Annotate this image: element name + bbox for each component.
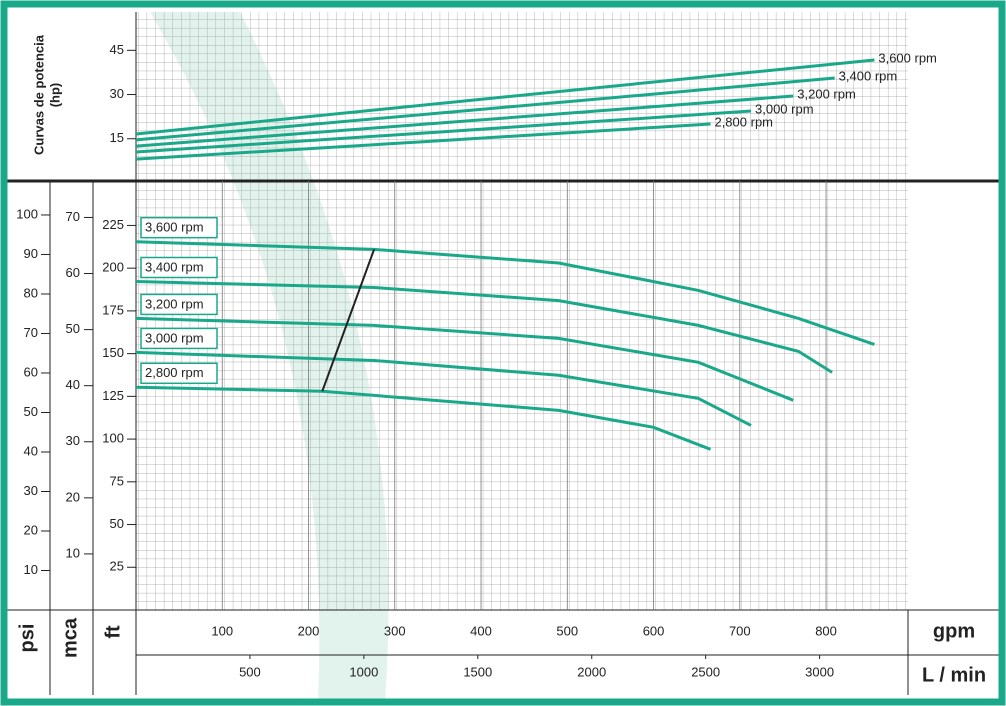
series-label: 3,200 rpm [797, 86, 856, 101]
series-label-box [140, 216, 218, 239]
y-tick-label: 90 [24, 246, 38, 261]
y-tick-label: 30 [66, 433, 80, 448]
x-tick-label: 500 [556, 623, 578, 638]
y-tick-label: 20 [66, 489, 80, 504]
y-tick-label: 50 [24, 404, 38, 419]
axis-label: psi [16, 624, 38, 653]
line [135, 240, 875, 346]
x2-tick-label: 1000 [349, 664, 378, 679]
power-title: (hp) [47, 83, 62, 108]
series-label-box [140, 327, 218, 350]
x2-tick-label: 2500 [691, 664, 720, 679]
x2-tick-label: 1500 [463, 664, 492, 679]
y-tick-label: 50 [110, 516, 124, 531]
series-label: 3,600 rpm [878, 50, 937, 65]
axis-label: mca [59, 617, 81, 658]
y-tick-label: 40 [66, 377, 80, 392]
x-tick-label: 200 [298, 623, 320, 638]
x-tick-label: 800 [815, 623, 837, 638]
bep-line [321, 249, 376, 392]
line [135, 109, 752, 154]
y-tick-label: 45 [110, 42, 124, 57]
y-tick-label: 15 [110, 130, 124, 145]
x2-tick-label: 3000 [805, 664, 834, 679]
y-tick-label: 70 [66, 209, 80, 224]
y-tick-label: 20 [24, 522, 38, 537]
y-tick-label: 30 [24, 483, 38, 498]
series-label-box [140, 362, 218, 385]
series-label: 2,800 rpm [714, 114, 773, 129]
axis-label: ft [102, 625, 124, 639]
x-tick-label: 700 [729, 623, 751, 638]
y-tick-label: 175 [102, 302, 124, 317]
series-label: 3,600 rpm [145, 220, 204, 235]
y-tick-label: 80 [24, 285, 38, 300]
line [135, 76, 835, 142]
line [135, 385, 712, 451]
y-tick-label: 10 [24, 562, 38, 577]
line [135, 122, 711, 161]
y-tick-label: 125 [102, 388, 124, 403]
line [135, 58, 875, 136]
series-label: 3,000 rpm [755, 101, 814, 116]
y-tick-label: 60 [66, 265, 80, 280]
series-label: 3,400 rpm [145, 259, 204, 274]
y-tick-label: 60 [24, 364, 38, 379]
series-label-box [140, 293, 218, 316]
y-tick-label: 100 [16, 206, 38, 221]
x-tick-label: 400 [470, 623, 492, 638]
y-tick-label: 30 [110, 86, 124, 101]
y-tick-label: 40 [24, 443, 38, 458]
line [135, 350, 752, 427]
series-label: 3,400 rpm [839, 68, 898, 83]
y-tick-label: 25 [110, 559, 124, 574]
series-label-box [140, 256, 218, 279]
y-tick-label: 225 [102, 217, 124, 232]
y-tick-label: 75 [110, 473, 124, 488]
y-tick-label: 200 [102, 260, 124, 275]
x2-tick-label: 2000 [577, 664, 606, 679]
y-tick-label: 50 [66, 321, 80, 336]
grid [136, 12, 908, 610]
series-label: 3,000 rpm [145, 330, 204, 345]
y-tick-label: 150 [102, 345, 124, 360]
y-tick-label: 100 [102, 431, 124, 446]
series-label: 2,800 rpm [145, 365, 204, 380]
line [135, 316, 794, 402]
x-tick-label: 600 [643, 623, 665, 638]
x-tick-label: 100 [211, 623, 233, 638]
frame [6, 12, 1000, 695]
axis-label: gpm [933, 620, 975, 642]
power-title: Curvas de potencia [31, 34, 46, 155]
axis-label: L / min [922, 664, 986, 686]
y-tick-label: 70 [24, 325, 38, 340]
line [135, 280, 833, 374]
y-tick-label: 10 [66, 545, 80, 560]
x2-tick-label: 500 [239, 664, 261, 679]
line [135, 94, 794, 148]
x-tick-label: 300 [384, 623, 406, 638]
series-label: 3,200 rpm [145, 296, 204, 311]
